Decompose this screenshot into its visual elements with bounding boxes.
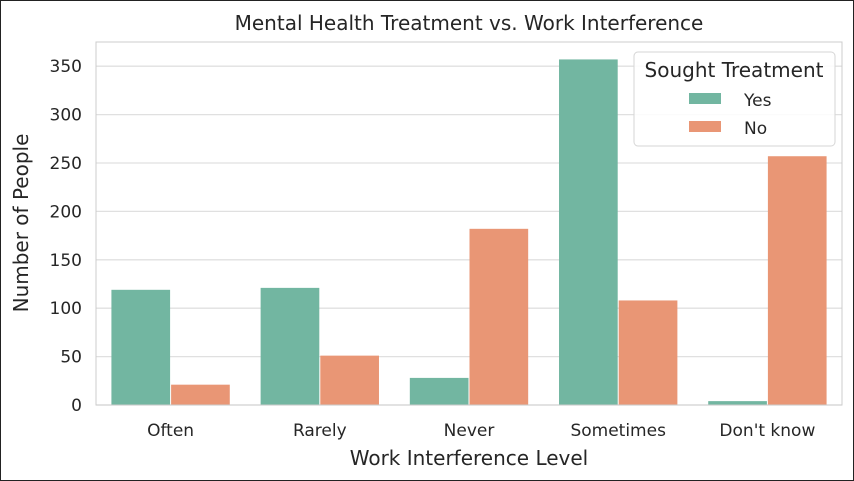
legend-swatch-yes <box>689 93 721 104</box>
y-tick-label-50: 50 <box>60 348 82 368</box>
x-axis-label: Work Interference Level <box>350 446 589 470</box>
legend: Sought Treatment Yes No <box>633 51 836 147</box>
legend-label-no: No <box>744 119 767 139</box>
x-tick-label-never: Never <box>444 421 495 441</box>
x-tick-label-don-t-know: Don't know <box>719 421 815 441</box>
y-tick-label-0: 0 <box>71 396 82 416</box>
bar-don-t-know-no <box>767 156 827 405</box>
bar-often-yes <box>111 289 171 405</box>
y-tick-label-350: 350 <box>50 57 82 77</box>
y-axis-label: Number of People <box>9 134 33 313</box>
x-tick-label-often: Often <box>147 421 194 441</box>
bars-group <box>111 59 827 405</box>
y-tick-label-200: 200 <box>50 202 82 222</box>
x-axis-ticks: Often Rarely Never Sometimes Don't know <box>147 421 815 441</box>
bar-don-t-know-yes <box>708 401 767 405</box>
legend-title: Sought Treatment <box>645 58 824 82</box>
y-tick-label-250: 250 <box>50 154 82 174</box>
y-tick-label-300: 300 <box>50 106 82 126</box>
bar-rarely-no <box>320 355 379 405</box>
grid-lines <box>96 65 842 406</box>
bar-never-no <box>469 228 529 405</box>
x-tick-label-sometimes: Sometimes <box>570 421 666 441</box>
plot-border <box>95 41 843 406</box>
bar-sometimes-yes <box>559 59 618 405</box>
legend-box <box>633 51 836 147</box>
x-tick-label-rarely: Rarely <box>293 421 347 441</box>
chart-title: Mental Health Treatment vs. Work Interfe… <box>235 11 704 35</box>
legend-label-yes: Yes <box>743 91 772 111</box>
y-tick-label-150: 150 <box>50 251 82 271</box>
legend-swatch-no <box>689 121 721 132</box>
y-axis-ticks: 0 50 100 150 200 250 300 350 <box>50 57 82 416</box>
bar-sometimes-no <box>618 300 678 405</box>
bar-often-no <box>171 384 230 405</box>
bar-never-yes <box>409 377 469 405</box>
bar-rarely-yes <box>260 287 320 405</box>
y-tick-label-100: 100 <box>50 299 82 319</box>
